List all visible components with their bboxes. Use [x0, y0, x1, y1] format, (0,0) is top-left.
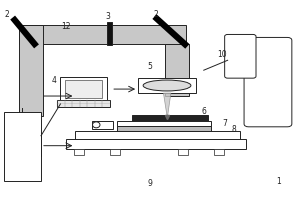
Bar	[60, 77, 107, 100]
Bar	[66, 139, 246, 149]
Text: 10: 10	[217, 50, 226, 59]
Bar	[4, 112, 41, 181]
Text: 9: 9	[148, 179, 152, 188]
FancyBboxPatch shape	[225, 34, 256, 78]
Ellipse shape	[92, 122, 100, 128]
Bar	[132, 115, 208, 121]
Bar	[65, 80, 102, 98]
Text: 7: 7	[222, 119, 227, 128]
Text: 1: 1	[276, 177, 281, 186]
Ellipse shape	[143, 80, 191, 91]
Bar	[117, 121, 211, 126]
Bar	[110, 149, 119, 155]
Bar	[74, 149, 84, 155]
Bar	[107, 22, 112, 45]
FancyBboxPatch shape	[244, 37, 292, 127]
Bar	[138, 78, 196, 93]
Text: 2: 2	[154, 10, 158, 19]
Bar	[117, 126, 211, 131]
Text: 2: 2	[4, 10, 9, 19]
Text: 3: 3	[106, 12, 111, 21]
Text: 12: 12	[61, 22, 71, 31]
Bar	[165, 44, 189, 96]
Text: 6: 6	[201, 107, 206, 116]
Text: 5: 5	[148, 62, 152, 71]
Bar	[19, 25, 43, 116]
Bar	[75, 131, 240, 139]
Text: 8: 8	[231, 125, 236, 134]
Bar	[57, 100, 110, 107]
Text: 4: 4	[52, 76, 57, 85]
Bar	[178, 149, 188, 155]
Polygon shape	[164, 93, 171, 118]
Bar	[92, 121, 113, 129]
Bar	[19, 25, 186, 44]
Bar	[214, 149, 224, 155]
